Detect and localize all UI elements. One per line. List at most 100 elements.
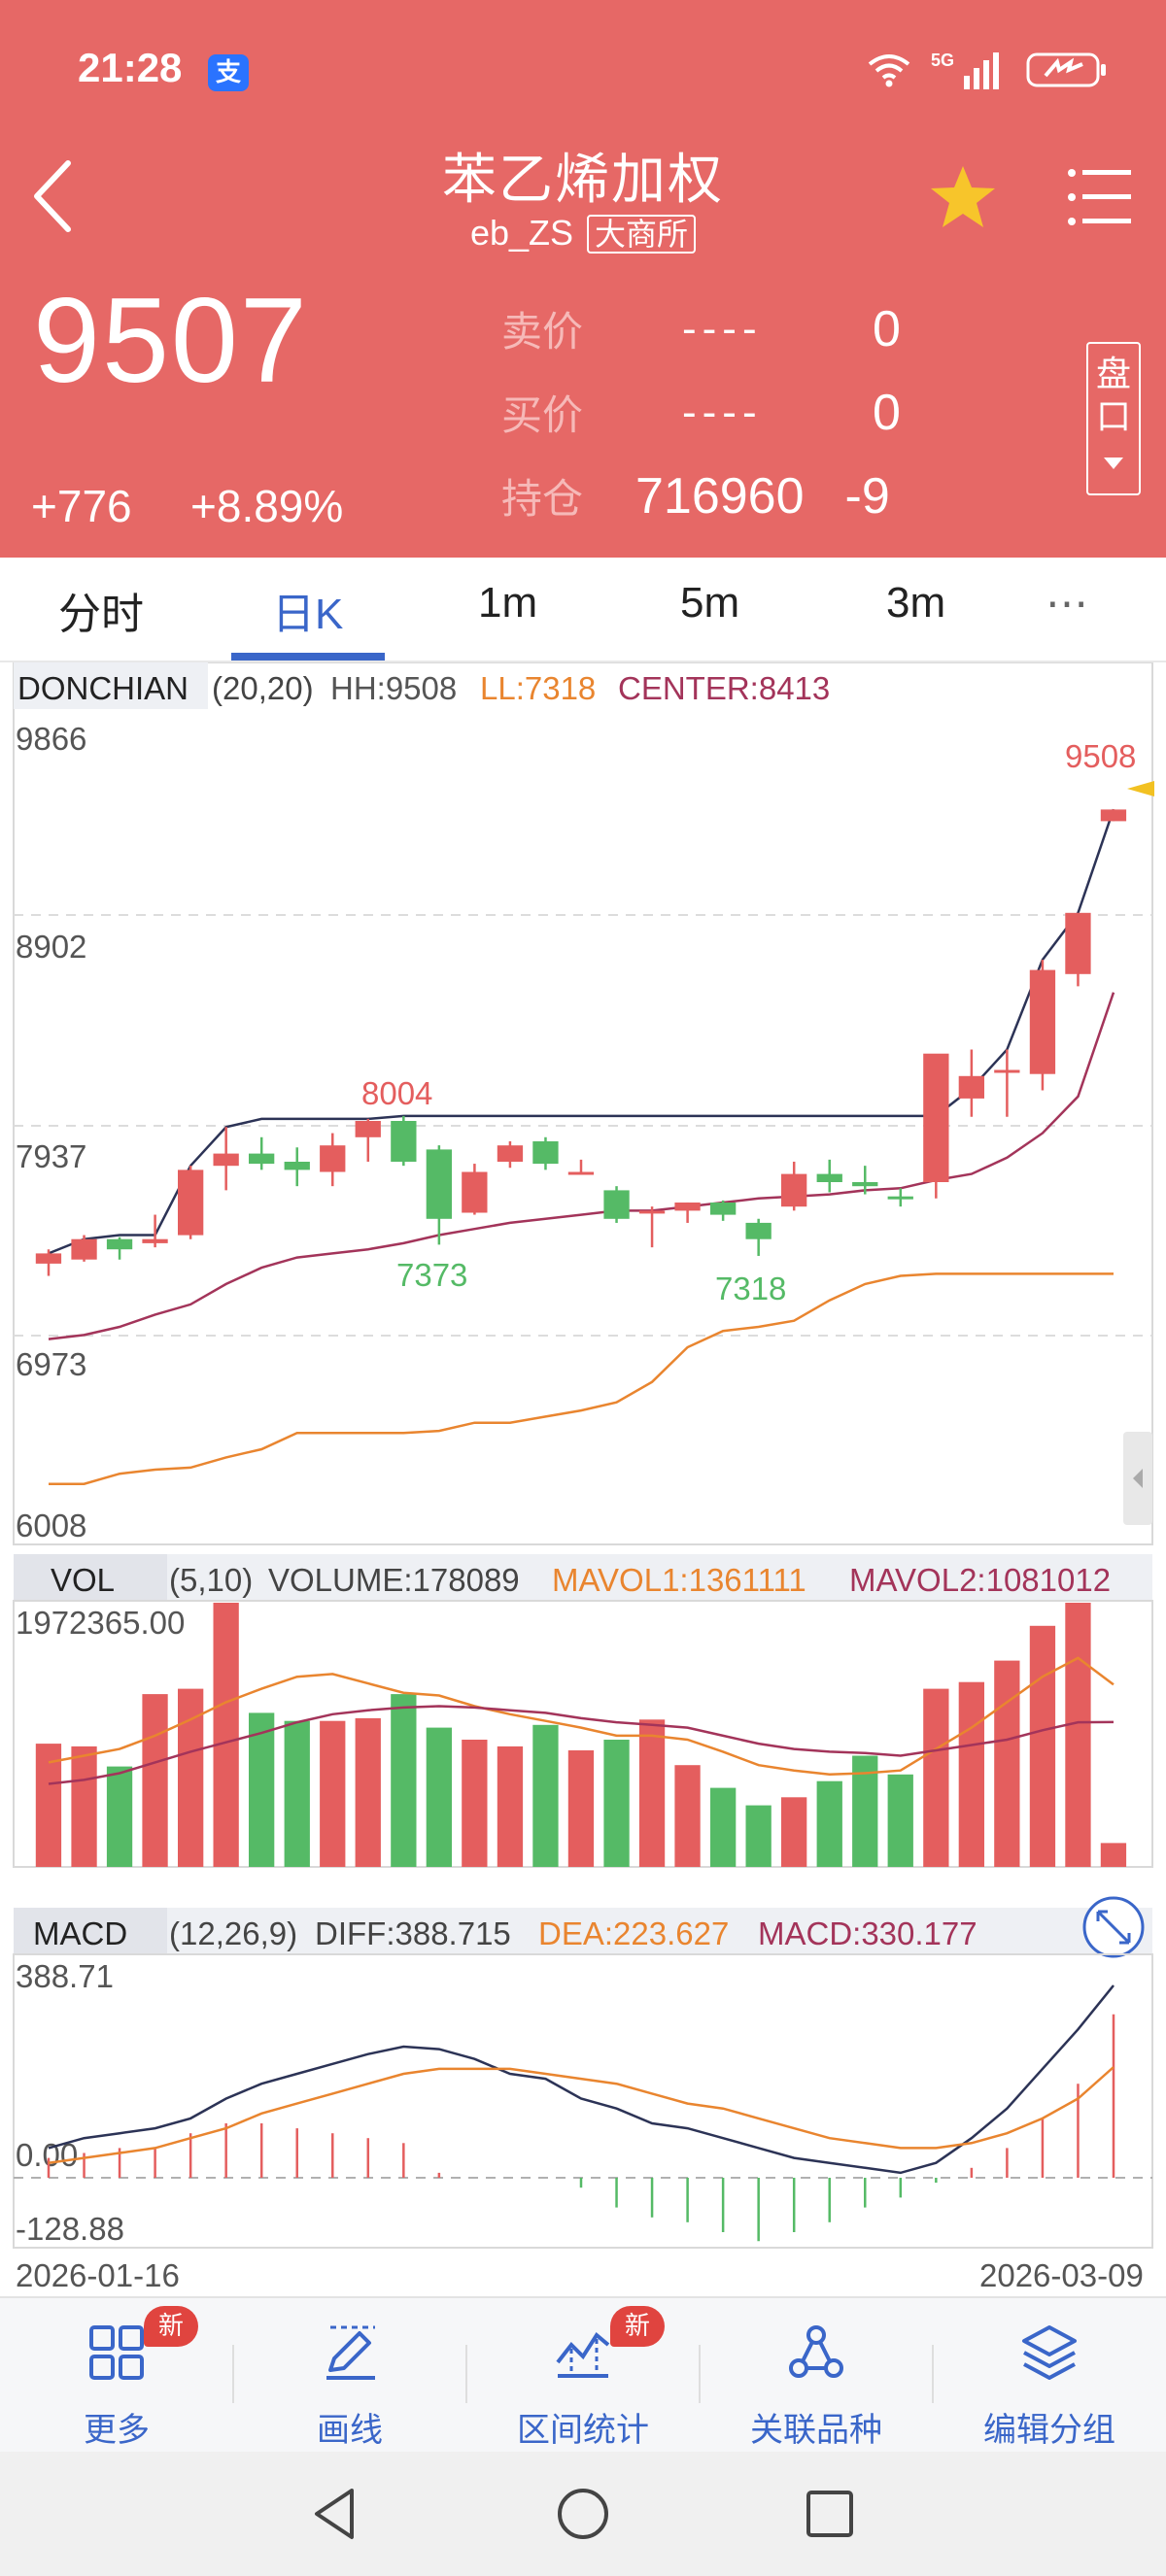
more-periods-button[interactable]: ⋯	[1046, 580, 1088, 627]
order-book-label-1: 盘	[1095, 355, 1131, 394]
open-interest-value: 716960	[635, 467, 805, 525]
candle-body	[142, 1238, 168, 1243]
volume-bar	[1065, 1603, 1091, 1867]
nav-recents-icon[interactable]	[799, 2483, 861, 2545]
main-panel-frame	[13, 662, 1153, 1545]
mavol2-value: MAVOL2:1081012	[849, 1562, 1111, 1598]
vol-indicator-params: (5,10)	[169, 1562, 253, 1598]
candle-body	[284, 1162, 310, 1170]
edit-group-button[interactable]: 编辑分组	[933, 2298, 1166, 2454]
candle-body	[249, 1153, 275, 1165]
ask-row: 卖价 ---- 0	[501, 299, 901, 358]
y-label-3: 7937	[16, 1138, 86, 1174]
range-stats-label: 区间统计	[517, 2411, 649, 2450]
period-tabs: 分时 日K 1m 5m 3m ⋯	[0, 558, 1166, 662]
mavol1-value: MAVOL1:1361111	[552, 1562, 806, 1598]
contract-title: 苯乙烯加权	[442, 149, 724, 212]
candle-body	[106, 1238, 133, 1250]
candle-body	[674, 1203, 701, 1211]
donchian-ll: LL:7318	[480, 670, 596, 706]
toolbar-divider	[465, 2345, 467, 2403]
stats-icon	[556, 2332, 610, 2378]
volume-bar	[887, 1774, 913, 1867]
candle-body	[710, 1203, 737, 1215]
volume-bar	[284, 1720, 310, 1867]
volume-bar	[355, 1717, 381, 1867]
candle-body	[532, 1141, 559, 1165]
chart-area[interactable]: DONCHIAN (20,20) HH:9508 LL:7318 CENTER:…	[0, 662, 1166, 2294]
volume-bar	[249, 1712, 275, 1867]
candle-body	[1100, 809, 1127, 822]
more-label: 更多	[84, 2411, 150, 2450]
favorite-star-icon[interactable]	[928, 163, 998, 231]
candle-body	[426, 1149, 452, 1219]
bid-row: 买价 ---- 0	[501, 383, 901, 442]
price-change-percent: +8.89%	[190, 481, 344, 531]
more-button[interactable]: 新 更多	[0, 2298, 233, 2454]
candle-body	[745, 1222, 772, 1239]
triangle-down-icon	[1104, 458, 1123, 469]
macd-dea-value: DEA:223.627	[538, 1915, 729, 1951]
candle-body	[567, 1171, 595, 1175]
tab-1m[interactable]: 1m	[478, 579, 538, 627]
expand-chart-button[interactable]	[1082, 1896, 1145, 1958]
candle-body	[391, 1121, 417, 1162]
candle-body	[603, 1190, 630, 1219]
candle-body	[35, 1253, 62, 1264]
vol-max-label: 1972365.00	[16, 1605, 185, 1641]
nav-back-icon[interactable]	[305, 2483, 367, 2545]
tab-5m[interactable]: 5m	[680, 579, 740, 627]
back-arrow-icon[interactable]	[29, 157, 78, 235]
main-indicator-name[interactable]: DONCHIAN	[17, 670, 189, 706]
volume-bar	[142, 1694, 168, 1867]
y-label-4: 6973	[16, 1346, 86, 1382]
donchian-center: CENTER:8413	[618, 670, 830, 706]
signal-icon: 5G	[931, 51, 999, 89]
volume-bar	[320, 1720, 346, 1867]
tab-daily-k[interactable]: 日K	[272, 591, 344, 638]
vol-header-bg	[14, 1554, 1152, 1601]
vol-tag-bg	[14, 1554, 167, 1601]
bottom-toolbar: 新 更多 画线 新 区间统计 关联品种	[0, 2296, 1166, 2452]
wifi-icon	[868, 54, 910, 87]
draw-line-button[interactable]: 画线	[233, 2298, 466, 2454]
last-price: 9507	[33, 274, 309, 408]
order-book-toggle[interactable]: 盘 口	[1086, 342, 1141, 495]
volume-bar	[462, 1740, 488, 1867]
volume-bar	[213, 1603, 239, 1867]
draw-line-label: 画线	[317, 2411, 383, 2450]
main-indicator-params: (20,20)	[212, 670, 314, 706]
ask-volume: 0	[873, 300, 901, 357]
toolbar-divider	[699, 2345, 701, 2403]
volume-ma-lines	[48, 1656, 1115, 1785]
macd-tag-bg	[14, 1908, 167, 1954]
bid-price: ----	[682, 388, 763, 436]
vol-indicator-name[interactable]: VOL	[51, 1562, 115, 1598]
kline-chart[interactable]: DONCHIAN (20,20) HH:9508 LL:7318 CENTER:…	[0, 662, 1166, 2294]
macd-panel-frame	[13, 1953, 1153, 2249]
macd-diff-line	[48, 1984, 1115, 2175]
contract-code: eb_ZS	[469, 213, 574, 253]
date-start: 2026-01-16	[16, 2257, 180, 2293]
volume-bar	[1029, 1625, 1056, 1867]
related-products-button[interactable]: 关联品种	[700, 2298, 933, 2454]
volume-bar	[994, 1660, 1020, 1867]
candle-body	[781, 1173, 807, 1207]
exchange-badge: 大商所	[587, 215, 697, 254]
volume-bar	[603, 1740, 630, 1867]
candle-body	[887, 1196, 913, 1200]
list-menu-icon[interactable]	[1067, 167, 1131, 227]
y-label-min: 6008	[16, 1508, 86, 1543]
nav-home-icon[interactable]	[552, 2483, 614, 2545]
toolbar-divider	[932, 2345, 934, 2403]
candle-body	[816, 1173, 842, 1182]
range-stats-button[interactable]: 新 区间统计	[466, 2298, 700, 2454]
candle-body	[852, 1182, 878, 1187]
expand-icon	[1096, 1910, 1131, 1945]
y-label-max: 9866	[16, 721, 86, 757]
tab-intraday[interactable]: 分时	[58, 591, 144, 638]
mavol2-line	[48, 1705, 1115, 1785]
bid-volume: 0	[873, 384, 901, 441]
tab-3m[interactable]: 3m	[886, 579, 946, 627]
macd-indicator-name[interactable]: MACD	[33, 1915, 127, 1951]
